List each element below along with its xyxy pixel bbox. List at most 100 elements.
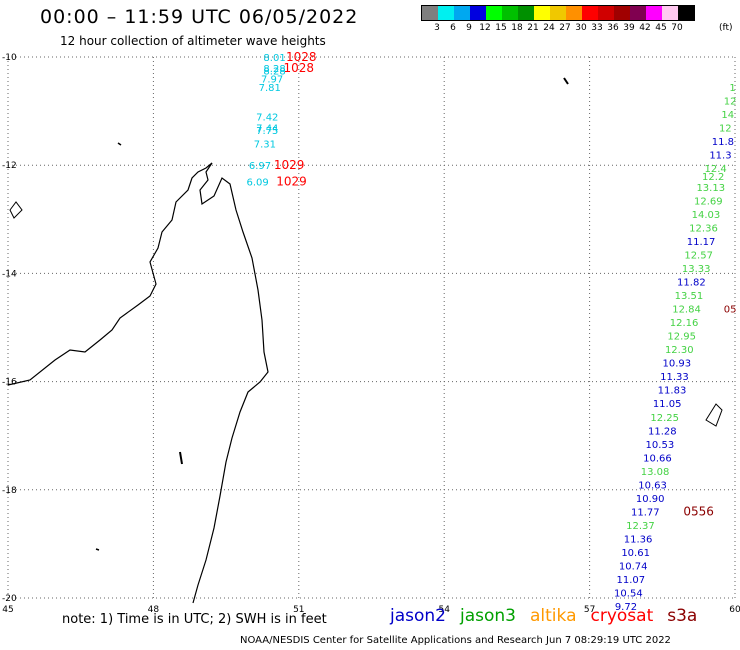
wave-height-value: 12 (719, 123, 732, 134)
lat-tick-label: -14 (2, 269, 17, 279)
wave-height-value: 11.82 (677, 278, 706, 289)
legend-swatch (486, 6, 502, 20)
wave-height-value: 10.93 (663, 359, 692, 370)
lon-tick-label: 51 (293, 605, 304, 615)
lat-tick-label: -18 (2, 486, 17, 496)
legend-swatch (502, 6, 518, 20)
wave-height-value: 13.51 (675, 291, 704, 302)
wave-height-value: 14 (721, 110, 734, 121)
african-coastline (7, 162, 213, 386)
satellite-label: jason3 (460, 606, 516, 626)
legend-swatch (614, 6, 630, 20)
lat-tick-label: -12 (2, 161, 17, 171)
wave-height-value: 12.37 (626, 521, 655, 532)
wave-height-value: 7.97 (261, 75, 283, 86)
wave-height-value: 12 (724, 96, 737, 107)
legend-tick: 9 (466, 23, 472, 33)
map-title: 00:00 – 11:59 UTC 06/05/2022 (40, 6, 359, 28)
legend-swatch (630, 6, 646, 20)
wave-height-value: 10.74 (619, 562, 648, 573)
wave-height-value: 7.75 (256, 126, 278, 137)
legend-swatch (662, 6, 678, 20)
wave-height-value: 7.44 (256, 123, 278, 134)
legend-color-bar (421, 5, 695, 21)
wave-height-value: 12.84 (672, 305, 701, 316)
lat-tick-label: -16 (2, 378, 17, 388)
wave-height-value: 11.83 (658, 386, 687, 397)
wave-height-value: 12.57 (684, 250, 713, 261)
legend-swatch (518, 6, 534, 20)
island-outline (705, 403, 723, 427)
island-outline (563, 77, 569, 85)
wave-height-value: 11.77 (631, 507, 660, 518)
wave-height-value: 12.36 (689, 223, 718, 234)
wave-height-value: 12.25 (650, 413, 679, 424)
legend-swatch (550, 6, 566, 20)
wave-height-value: 10.90 (636, 494, 665, 505)
legend-tick: 3 (434, 23, 440, 33)
credit-line: NOAA/NESDIS Center for Satellite Applica… (240, 635, 671, 646)
wave-height-value: 12.4 (704, 164, 726, 175)
legend-tick: 12 (479, 23, 491, 33)
legend-tick: 42 (639, 23, 651, 33)
lon-tick-label: 60 (729, 605, 740, 615)
island-outline (117, 142, 122, 146)
legend-tick: 21 (527, 23, 539, 33)
island-outline (9, 201, 23, 219)
legend-swatch (582, 6, 598, 20)
wave-height-value: 14.03 (692, 210, 721, 221)
wave-height-value: 7.31 (254, 140, 276, 151)
lat-tick-label: -10 (2, 53, 17, 63)
legend-swatch (678, 6, 694, 20)
lon-tick-label: 54 (438, 605, 450, 615)
legend-tick: 36 (607, 23, 619, 33)
wave-height-value: 12.95 (667, 332, 696, 343)
wave-height-value: 11.05 (653, 399, 682, 410)
madagascar-coastline (192, 162, 269, 604)
footer-note: note: 1) Time is in UTC; 2) SWH is in fe… (62, 612, 327, 627)
legend-swatch (454, 6, 470, 20)
legend-unit: (ft) (719, 23, 733, 33)
legend-swatch (566, 6, 582, 20)
lon-tick-label: 45 (2, 605, 13, 615)
wave-height-value: 8.28 (263, 67, 285, 78)
legend-tick: 45 (655, 23, 667, 33)
wave-height-value: 7.42 (256, 113, 278, 124)
island-outline (179, 451, 183, 465)
legend-tick-labels: (ft) 3 6 9 12 15 18 21 24 27 30 33 36 39 42 45 70 (421, 21, 732, 33)
lon-tick-label: 48 (148, 605, 160, 615)
wave-height-value: 13.08 (641, 467, 670, 478)
legend-swatch (422, 6, 438, 20)
wave-height-value: 10.63 (638, 480, 667, 491)
legend-swatch (470, 6, 486, 20)
wave-height-value: 12.30 (665, 345, 694, 356)
wave-height-value: 11.8 (712, 137, 734, 148)
satellite-label: jason2 (390, 606, 446, 626)
legend-tick: 70 (671, 23, 683, 33)
wave-height-value: 1 (729, 83, 735, 94)
wave-height-value: 1029 (274, 158, 305, 172)
wave-height-value: 11.33 (660, 372, 689, 383)
wave-height-value: 9.72 (615, 602, 637, 613)
satellite-legend: jason2 jason3 altika cryosat s3a (390, 606, 711, 626)
lat-tick-label: -20 (2, 594, 17, 604)
legend-tick: 6 (450, 23, 456, 33)
legend-swatch (438, 6, 454, 20)
wave-height-value: 8.01 (263, 53, 285, 64)
wave-height-value: 11.36 (624, 534, 653, 545)
wave-height-value: 6.09 (246, 177, 268, 188)
wave-height-value: 11.17 (687, 237, 716, 248)
wave-height-value: 05 (724, 305, 737, 316)
legend-tick: 15 (495, 23, 507, 33)
wave-height-value: 1028 (286, 50, 317, 64)
wave-height-value: 8.28 (263, 64, 285, 75)
legend-tick: 24 (543, 23, 555, 33)
wave-height-value: 11.28 (648, 426, 677, 437)
legend-tick: 18 (511, 23, 523, 33)
wave-height-value: 7.81 (259, 83, 281, 94)
wave-height-value: 13.13 (696, 183, 725, 194)
legend-tick: 39 (623, 23, 635, 33)
wave-height-value: 12.16 (670, 318, 699, 329)
legend-swatch (534, 6, 550, 20)
